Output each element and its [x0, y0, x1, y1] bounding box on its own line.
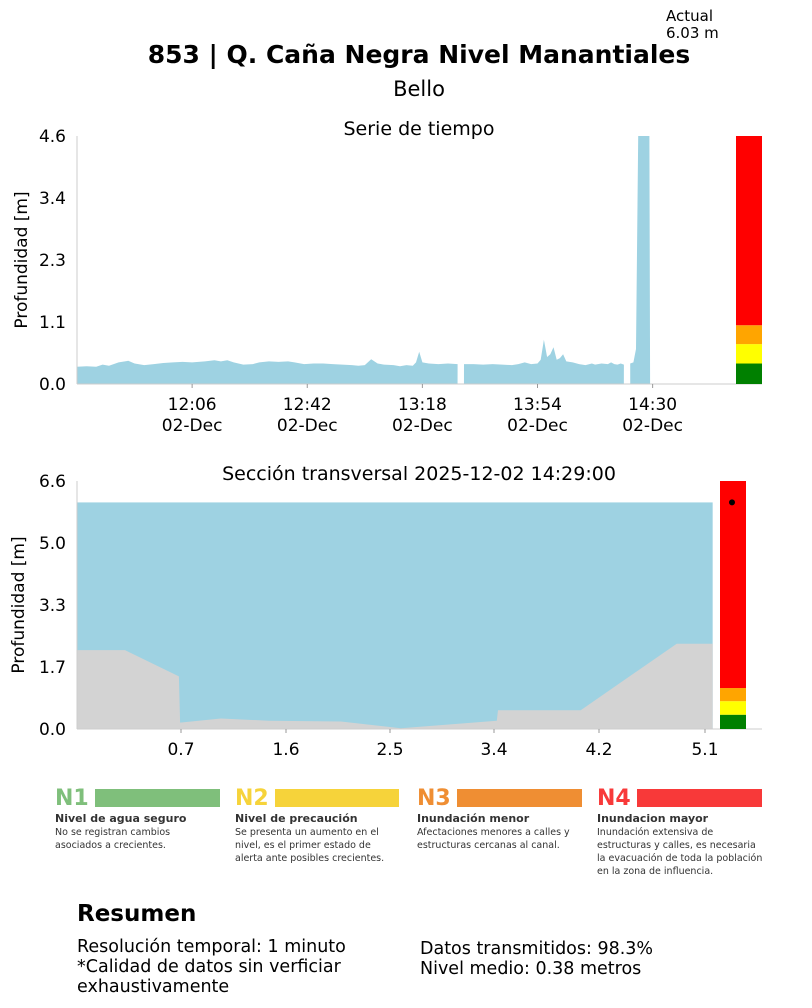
legend-item-n3: N3 Inundación menor Afectaciones menores a… [417, 786, 587, 852]
section-current-level-marker [729, 499, 735, 506]
legend-name: Nivel de precaución [235, 812, 358, 825]
section-xtick-label: 1.6 [272, 740, 299, 760]
section-ground-profile [77, 643, 713, 729]
section-alert-band-n1 [720, 714, 746, 729]
timeseries-ytick-label: 2.3 [39, 251, 66, 271]
summary-mean-level: Nivel medio: 0.38 metros [420, 959, 642, 979]
timeseries-xtick-date: 02-Dec [622, 416, 683, 436]
timeseries-ytick-label: 0.0 [39, 375, 66, 395]
section-xtick-label: 3.4 [480, 740, 507, 760]
section-water-area [77, 502, 713, 729]
legend-description: No se registran cambios asociados a crec… [55, 827, 171, 851]
summary-transmitted: Datos transmitidos: 98.3% [420, 939, 654, 959]
legend-color-bar [636, 789, 762, 807]
timeseries-area-segment-3 [630, 136, 651, 384]
section-ytick-label: 6.6 [39, 472, 66, 492]
timeseries-alert-band-n3 [736, 325, 762, 345]
timeseries-area-segment-2 [463, 339, 624, 384]
legend-header: N2 [235, 785, 405, 811]
timeseries-xtick-time: 14:30 [628, 395, 677, 415]
timeseries-xtick-time: 12:06 [168, 395, 217, 415]
legend-code: N1 [55, 785, 89, 811]
timeseries-xtick-date: 02-Dec [277, 416, 338, 436]
section-alert-band-n4 [720, 481, 746, 689]
timeseries-alert-band-n4 [736, 136, 762, 326]
legend-code: N3 [417, 785, 451, 811]
section-title: Sección transversal 2025-12-02 14:29:00 [222, 463, 616, 485]
timeseries-xtick-date: 02-Dec [392, 416, 453, 436]
section-alert-band-n3 [720, 688, 746, 702]
timeseries-xtick-time: 13:54 [513, 395, 562, 415]
timeseries-xtick-date: 02-Dec [507, 416, 568, 436]
timeseries-alert-band-n1 [736, 363, 762, 384]
legend-code: N4 [597, 785, 631, 811]
summary-quality-note: *Calidad de datos sin verficiar exhausti… [77, 957, 341, 997]
actual-reading: Actual 6.03 m [666, 8, 719, 42]
section-ytick-label: 0.0 [39, 720, 66, 740]
section-alert-band-n2 [720, 701, 746, 715]
section-ylabel: Profundidad [m] [9, 536, 29, 673]
actual-value: 6.03 m [666, 24, 719, 42]
legend-description: Inundación extensiva de estructuras y ca… [597, 827, 763, 877]
page-subtitle: Bello [393, 77, 445, 101]
charts-canvas: 0.01.12.33.44.612:0602-Dec12:4202-Dec13:… [9, 118, 762, 760]
legend-name: Inundacion mayor [597, 812, 709, 825]
legend-item-n4: N4 Inundacion mayor Inundación extensiva d… [597, 786, 770, 878]
legend-description: Afectaciones menores a calles y estructu… [417, 827, 570, 851]
section-xtick-label: 2.5 [376, 740, 403, 760]
legend-item-n2: N2 Nivel de precaución Se presenta un aume… [235, 786, 405, 865]
legend-code: N2 [235, 785, 269, 811]
section-xtick-label: 5.1 [691, 740, 718, 760]
timeseries-ytick-label: 4.6 [39, 127, 66, 147]
summary-left: Resolución temporal: 1 minuto *Calidad d… [77, 937, 377, 997]
summary-title: Resumen [77, 901, 197, 927]
legend-header: N4 [597, 785, 770, 811]
summary-resolution: Resolución temporal: 1 minuto [77, 937, 346, 957]
timeseries-alert-band-n2 [736, 344, 762, 364]
legend-color-bar [274, 789, 399, 807]
legend-header: N3 [417, 785, 587, 811]
legend-name: Inundación menor [417, 812, 530, 825]
legend-color-bar [456, 789, 582, 807]
timeseries-ylabel: Profundidad [m] [12, 191, 32, 328]
timeseries-xtick-date: 02-Dec [162, 416, 223, 436]
legend-description: Se presenta un aumento en el nivel, es e… [235, 827, 385, 864]
timeseries-title: Serie de tiempo [344, 118, 495, 140]
legend-color-bar [94, 789, 220, 807]
actual-label: Actual [666, 7, 713, 25]
legend-item-n1: N1 Nivel de agua seguro No se registran ca… [55, 786, 225, 852]
section-xtick-label: 4.2 [585, 740, 612, 760]
section-ytick-label: 3.3 [39, 596, 66, 616]
page-title: 853 | Q. Caña Negra Nivel Manantiales [147, 40, 691, 69]
section-ytick-label: 1.7 [39, 658, 66, 678]
timeseries-ytick-label: 3.4 [39, 189, 66, 209]
section-xtick-label: 0.7 [167, 740, 194, 760]
timeseries-xtick-time: 13:18 [398, 395, 447, 415]
timeseries-xtick-time: 12:42 [283, 395, 332, 415]
timeseries-area-segment-1 [77, 351, 458, 384]
legend-header: N1 [55, 785, 225, 811]
summary-right: Datos transmitidos: 98.3% Nivel medio: 0… [420, 939, 780, 979]
timeseries-ytick-label: 1.1 [39, 313, 66, 333]
section-ytick-label: 5.0 [39, 534, 66, 554]
legend-name: Nivel de agua seguro [55, 812, 187, 825]
